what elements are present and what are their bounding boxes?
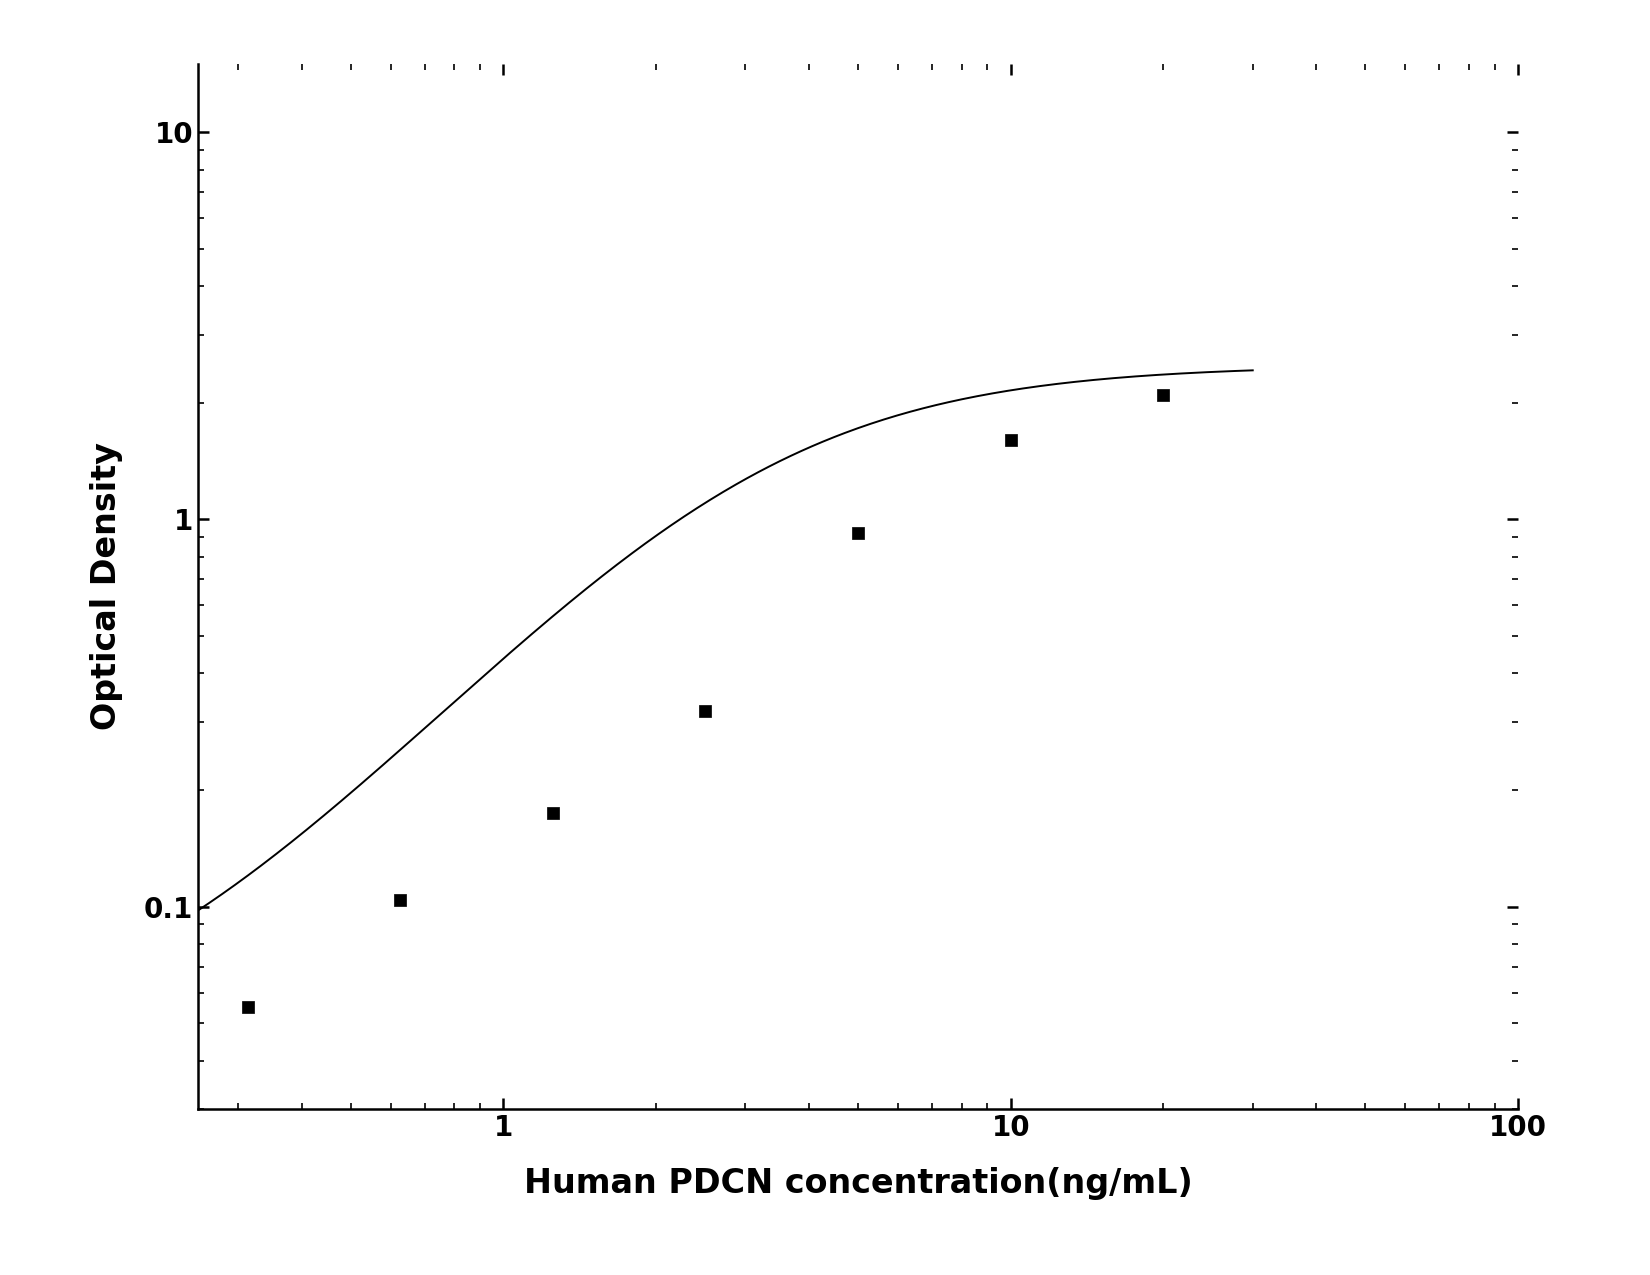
Point <box>691 701 718 722</box>
Point <box>845 523 871 543</box>
Point <box>1150 384 1176 404</box>
Point <box>386 890 412 910</box>
Point <box>998 430 1025 450</box>
Point <box>540 802 566 822</box>
Point <box>234 997 261 1017</box>
Y-axis label: Optical Density: Optical Density <box>91 442 124 731</box>
X-axis label: Human PDCN concentration(ng/mL): Human PDCN concentration(ng/mL) <box>523 1167 1193 1200</box>
